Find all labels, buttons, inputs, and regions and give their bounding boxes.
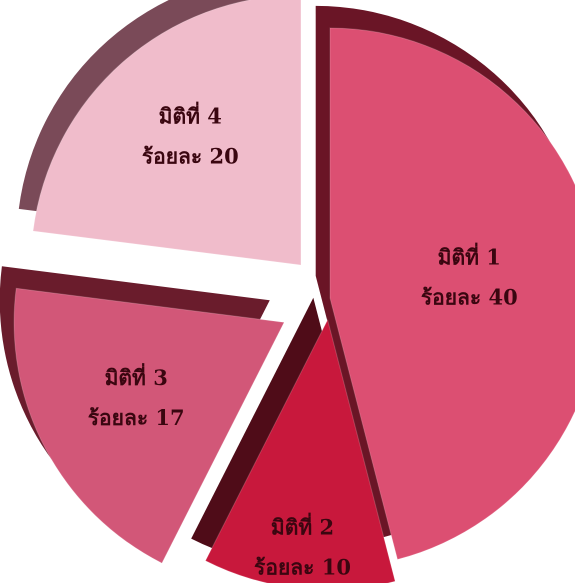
slice-1-category-label: มิติที่ 1	[438, 241, 501, 269]
slice-1	[329, 27, 575, 561]
slice-3	[13, 287, 285, 564]
pie-tops-layer	[13, 0, 575, 588]
slice-3-category-label: มิติที่ 3	[105, 362, 168, 390]
pie-labels-layer: มิติที่ 1 ร้อยละ 40 มิติที่ 2 ร้อยละ 10 มิติ…	[88, 100, 518, 579]
slice-3-value-label: ร้อยละ 17	[88, 405, 185, 430]
slice-2-value-label: ร้อยละ 10	[254, 555, 351, 580]
slice-2-category-label: มิติที่ 2	[271, 512, 334, 540]
slice-1-value-label: ร้อยละ 40	[421, 284, 518, 309]
slice-4-category-label: มิติที่ 4	[159, 100, 222, 128]
slice-4	[32, 0, 302, 266]
slice-4-value-label: ร้อยละ 20	[142, 143, 239, 168]
